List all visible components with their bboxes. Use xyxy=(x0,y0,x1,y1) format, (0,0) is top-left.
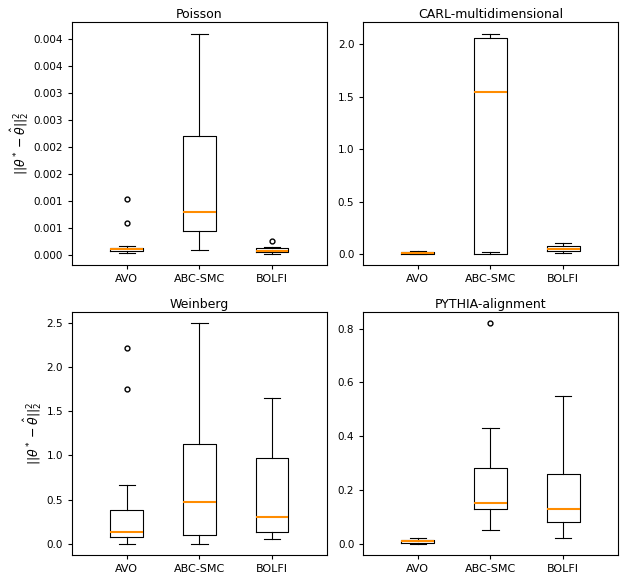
Y-axis label: $||\theta^* - \hat{\theta}||_2^2$: $||\theta^* - \hat{\theta}||_2^2$ xyxy=(21,402,44,465)
Title: CARL-multidimensional: CARL-multidimensional xyxy=(418,8,563,22)
Title: Poisson: Poisson xyxy=(176,8,223,22)
Title: PYTHIA-alignment: PYTHIA-alignment xyxy=(434,298,546,311)
Y-axis label: $||\theta^* - \hat{\theta}||_2^2$: $||\theta^* - \hat{\theta}||_2^2$ xyxy=(8,112,31,175)
Title: Weinberg: Weinberg xyxy=(170,298,229,311)
